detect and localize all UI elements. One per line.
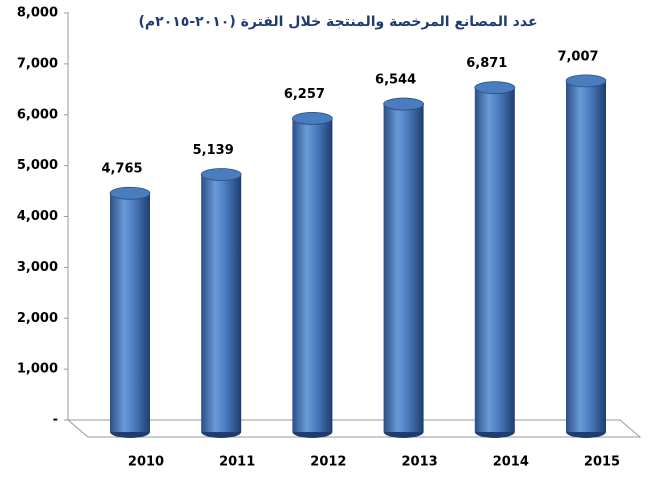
value-label: 5,139 xyxy=(193,143,234,158)
y-tick-label: 2,000 xyxy=(17,311,58,326)
x-tick-label: 2014 xyxy=(493,455,529,470)
y-tick-label: 3,000 xyxy=(17,260,58,275)
x-tick-label: 2010 xyxy=(128,455,164,470)
y-tick-label: 4,000 xyxy=(17,209,58,224)
bar xyxy=(566,80,606,432)
bar-top xyxy=(200,168,242,181)
y-tick-label: - xyxy=(53,413,58,428)
y-tick-label: 7,000 xyxy=(17,56,58,71)
bar-top xyxy=(383,97,425,111)
y-tick-label: 8,000 xyxy=(17,6,58,21)
bar-top xyxy=(109,186,151,200)
value-label: 6,257 xyxy=(284,87,325,102)
bar-top xyxy=(291,112,333,125)
bar xyxy=(383,104,424,433)
value-label: 4,765 xyxy=(101,162,142,177)
bar-top xyxy=(565,74,607,88)
y-tick-label: 6,000 xyxy=(17,107,58,122)
value-label: 6,871 xyxy=(466,56,507,71)
x-tick-label: 2012 xyxy=(310,455,346,470)
x-tick-label: 2011 xyxy=(219,455,255,470)
x-tick-label: 2015 xyxy=(584,455,620,470)
value-label: 6,544 xyxy=(375,73,416,88)
y-tick-label: 1,000 xyxy=(17,362,58,377)
bar xyxy=(474,87,515,432)
chart-title: عدد المصانع المرخصة والمنتجة خلال الفترة… xyxy=(138,14,537,30)
y-tick-label: 5,000 xyxy=(17,158,58,173)
bar-top xyxy=(474,81,516,95)
bar xyxy=(201,174,242,432)
bar xyxy=(110,193,150,432)
x-tick-label: 2013 xyxy=(402,455,438,470)
value-label: 7,007 xyxy=(557,49,598,64)
floor xyxy=(66,419,642,438)
bar xyxy=(292,118,333,432)
